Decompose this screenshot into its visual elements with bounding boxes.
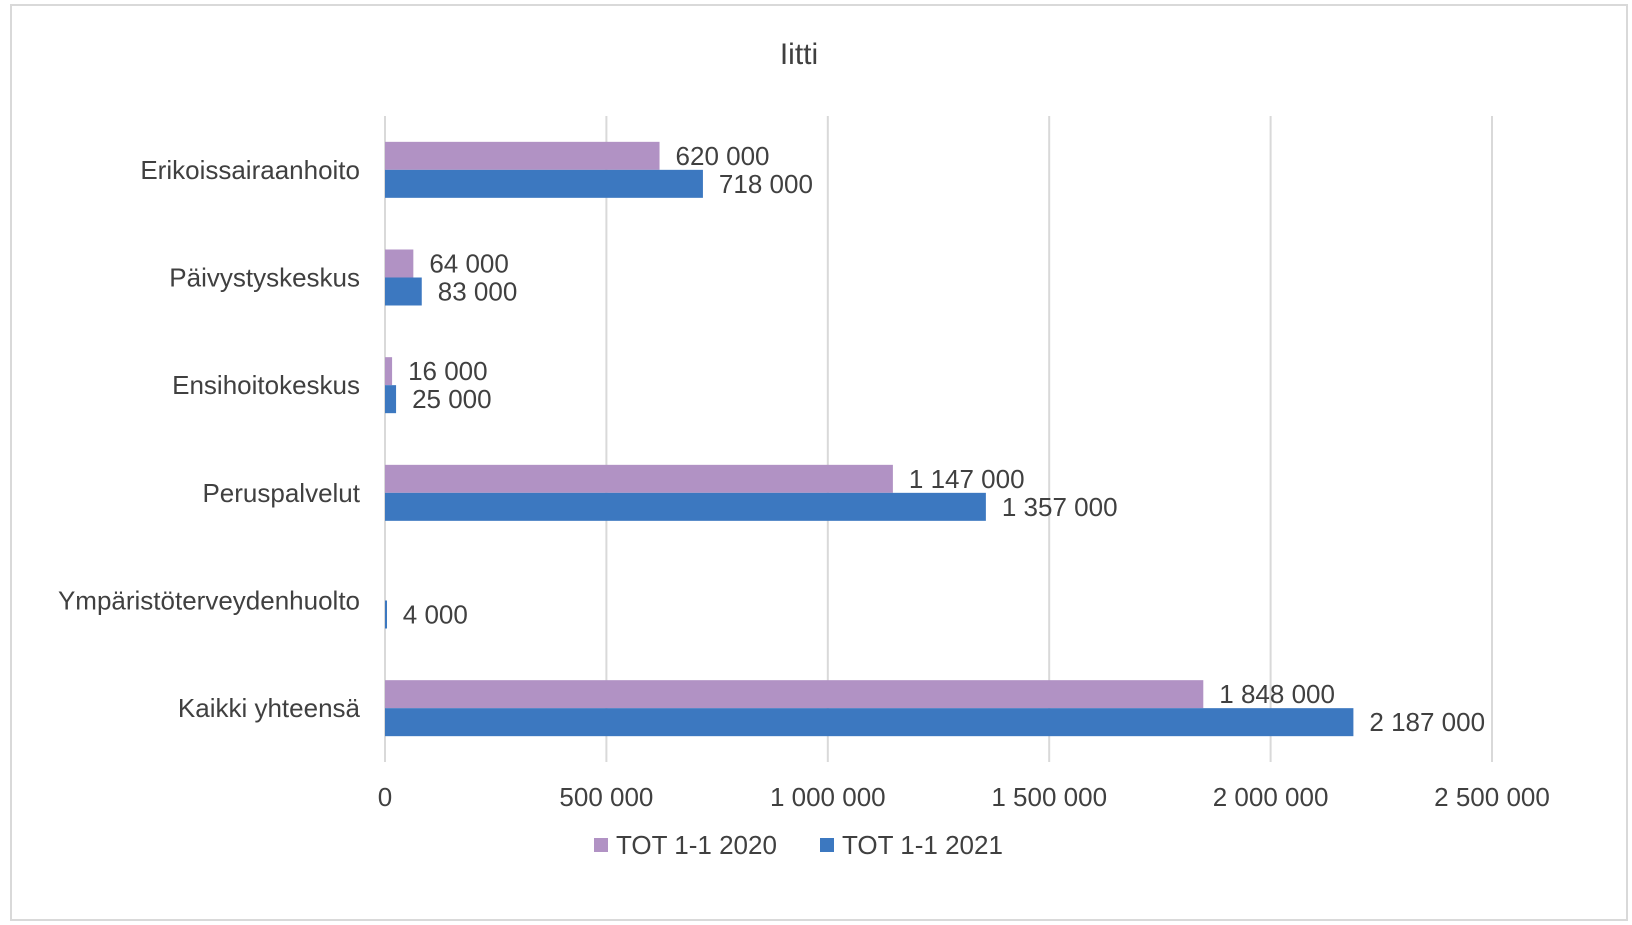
bar-2021 bbox=[385, 277, 422, 306]
data-label: 1 848 000 bbox=[1219, 679, 1335, 709]
category-label: Ensihoitokeskus bbox=[172, 370, 360, 400]
bar-2020 bbox=[385, 680, 1204, 709]
category-label: Kaikki yhteensä bbox=[178, 693, 361, 723]
legend-swatch bbox=[820, 838, 834, 852]
category-labels: Erikoissairaanhoito Päivystyskeskus Ensiho… bbox=[58, 155, 361, 723]
bar-2021 bbox=[385, 708, 1354, 737]
legend-label: TOT 1-1 2020 bbox=[616, 830, 777, 860]
data-label: 620 000 bbox=[676, 141, 770, 171]
legend: TOT 1-1 2020 TOT 1-1 2021 bbox=[594, 830, 1003, 860]
x-tick-label: 500 000 bbox=[559, 782, 653, 812]
data-label: 64 000 bbox=[429, 249, 509, 279]
x-tick-label: 0 bbox=[378, 782, 392, 812]
data-label: 83 000 bbox=[438, 277, 518, 307]
data-label: 1 357 000 bbox=[1002, 492, 1118, 522]
x-tick-label: 2 000 000 bbox=[1213, 782, 1329, 812]
x-tick-label: 1 000 000 bbox=[770, 782, 886, 812]
bar-2020 bbox=[385, 464, 893, 493]
bar-chart: Iitti Erikoissairaanhoito Päivystyskeskus… bbox=[58, 38, 1550, 860]
data-label: 16 000 bbox=[408, 356, 488, 386]
legend-swatch bbox=[594, 838, 608, 852]
data-label: 25 000 bbox=[412, 384, 492, 414]
bar-2021 bbox=[385, 600, 387, 629]
category-label: Erikoissairaanhoito bbox=[140, 155, 360, 185]
gridlines bbox=[384, 116, 1493, 762]
bar-2020 bbox=[385, 357, 393, 386]
data-label: 2 187 000 bbox=[1369, 707, 1485, 737]
data-label: 718 000 bbox=[719, 169, 813, 199]
bar-2021 bbox=[385, 492, 986, 521]
bar-2020 bbox=[385, 249, 414, 278]
bar-2021 bbox=[385, 169, 703, 198]
chart-title: Iitti bbox=[780, 38, 818, 71]
category-label: Päivystyskeskus bbox=[169, 263, 360, 293]
bar-2020 bbox=[385, 141, 660, 170]
data-label: 4 000 bbox=[403, 600, 468, 630]
bars bbox=[385, 141, 1354, 737]
data-label: 1 147 000 bbox=[909, 464, 1025, 494]
x-tick-labels: 0 500 000 1 000 000 1 500 000 2 000 000 2 500… bbox=[378, 782, 1550, 812]
x-tick-label: 2 500 000 bbox=[1434, 782, 1550, 812]
category-label: Peruspalvelut bbox=[202, 478, 360, 508]
bar-2021 bbox=[385, 385, 397, 414]
x-tick-label: 1 500 000 bbox=[991, 782, 1107, 812]
legend-label: TOT 1-1 2021 bbox=[842, 830, 1003, 860]
chart-frame: Iitti Erikoissairaanhoito Päivystyskeskus… bbox=[10, 4, 1628, 921]
category-label: Ympäristöterveydenhuolto bbox=[58, 586, 360, 616]
